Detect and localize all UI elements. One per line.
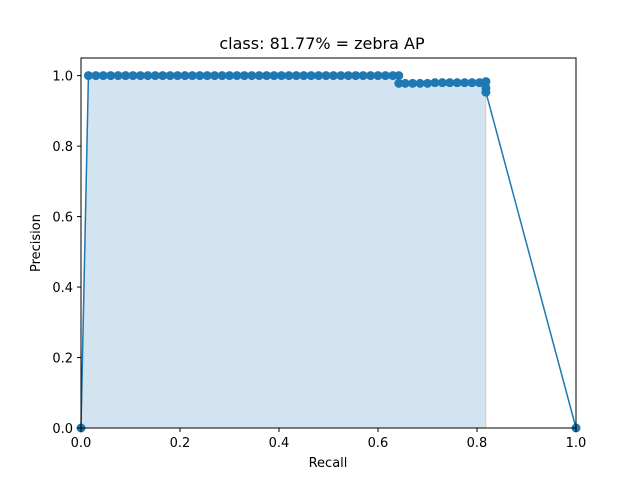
data-point: [98, 71, 108, 81]
data-point: [291, 71, 301, 81]
data-point: [314, 71, 324, 81]
axes-frame: [80, 57, 577, 429]
data-point: [452, 78, 462, 88]
data-point: [83, 71, 93, 81]
x-tick-label: 1.0: [566, 436, 587, 451]
data-point: [336, 71, 346, 81]
data-point: [328, 71, 338, 81]
y-tick-label: 1.0: [52, 70, 73, 85]
data-point: [351, 71, 361, 81]
data-point: [481, 77, 491, 87]
y-axis: 0.0 0.2 0.4 0.6 0.8 1.0: [52, 70, 81, 437]
data-point: [173, 71, 183, 81]
data-point: [400, 78, 410, 88]
y-tick-label: 0.8: [52, 140, 73, 155]
data-point: [195, 71, 205, 81]
data-point: [343, 71, 353, 81]
data-point: [437, 78, 447, 88]
x-tick-label: 0.0: [71, 436, 92, 451]
data-point: [394, 78, 404, 88]
data-point: [408, 78, 418, 88]
data-point: [299, 71, 309, 81]
data-point: [121, 71, 131, 81]
y-tick-label: 0.6: [52, 211, 73, 226]
data-point: [380, 71, 390, 81]
data-point: [217, 71, 227, 81]
data-point: [165, 71, 175, 81]
data-point: [373, 71, 383, 81]
x-axis: 0.0 0.2 0.4 0.6 0.8 1.0: [71, 428, 587, 451]
data-point: [210, 71, 220, 81]
y-tick-label: 0.2: [52, 352, 73, 367]
data-point: [158, 71, 168, 81]
data-point: [202, 71, 212, 81]
y-tick-label: 0.0: [52, 422, 73, 437]
data-point: [143, 71, 153, 81]
data-point: [481, 87, 491, 97]
data-point: [254, 71, 264, 81]
data-point: [239, 71, 249, 81]
data-point: [128, 71, 138, 81]
data-point: [187, 71, 197, 81]
data-point: [276, 71, 286, 81]
data-point: [415, 78, 425, 88]
data-point: [150, 71, 160, 81]
x-axis-label: Recall: [309, 456, 348, 471]
data-point: [262, 71, 272, 81]
data-point: [284, 71, 294, 81]
data-point: [366, 71, 376, 81]
data-point: [430, 78, 440, 88]
x-tick-label: 0.6: [368, 436, 389, 451]
x-tick-label: 0.4: [269, 436, 290, 451]
data-point: [113, 71, 123, 81]
data-point: [445, 78, 455, 88]
data-point: [247, 71, 257, 81]
x-tick-label: 0.2: [170, 436, 191, 451]
data-point: [225, 71, 234, 81]
data-point: [106, 71, 116, 81]
data-point: [232, 71, 242, 81]
area-fill: [80, 75, 487, 429]
plot-area: [76, 71, 581, 433]
data-point: [358, 71, 368, 81]
data-point: [306, 71, 316, 81]
data-point: [321, 71, 331, 81]
data-point: [91, 71, 101, 81]
data-point: [394, 71, 404, 81]
data-point: [135, 71, 145, 81]
y-axis-label: Precision: [29, 214, 44, 272]
data-point: [460, 78, 470, 88]
data-point: [467, 78, 477, 88]
x-tick-label: 0.8: [467, 436, 488, 451]
y-tick-label: 0.4: [52, 281, 73, 296]
data-point: [269, 71, 279, 81]
chart-title: class: 81.77% = zebra AP: [219, 34, 425, 53]
data-point: [180, 71, 190, 81]
data-point: [423, 78, 432, 88]
